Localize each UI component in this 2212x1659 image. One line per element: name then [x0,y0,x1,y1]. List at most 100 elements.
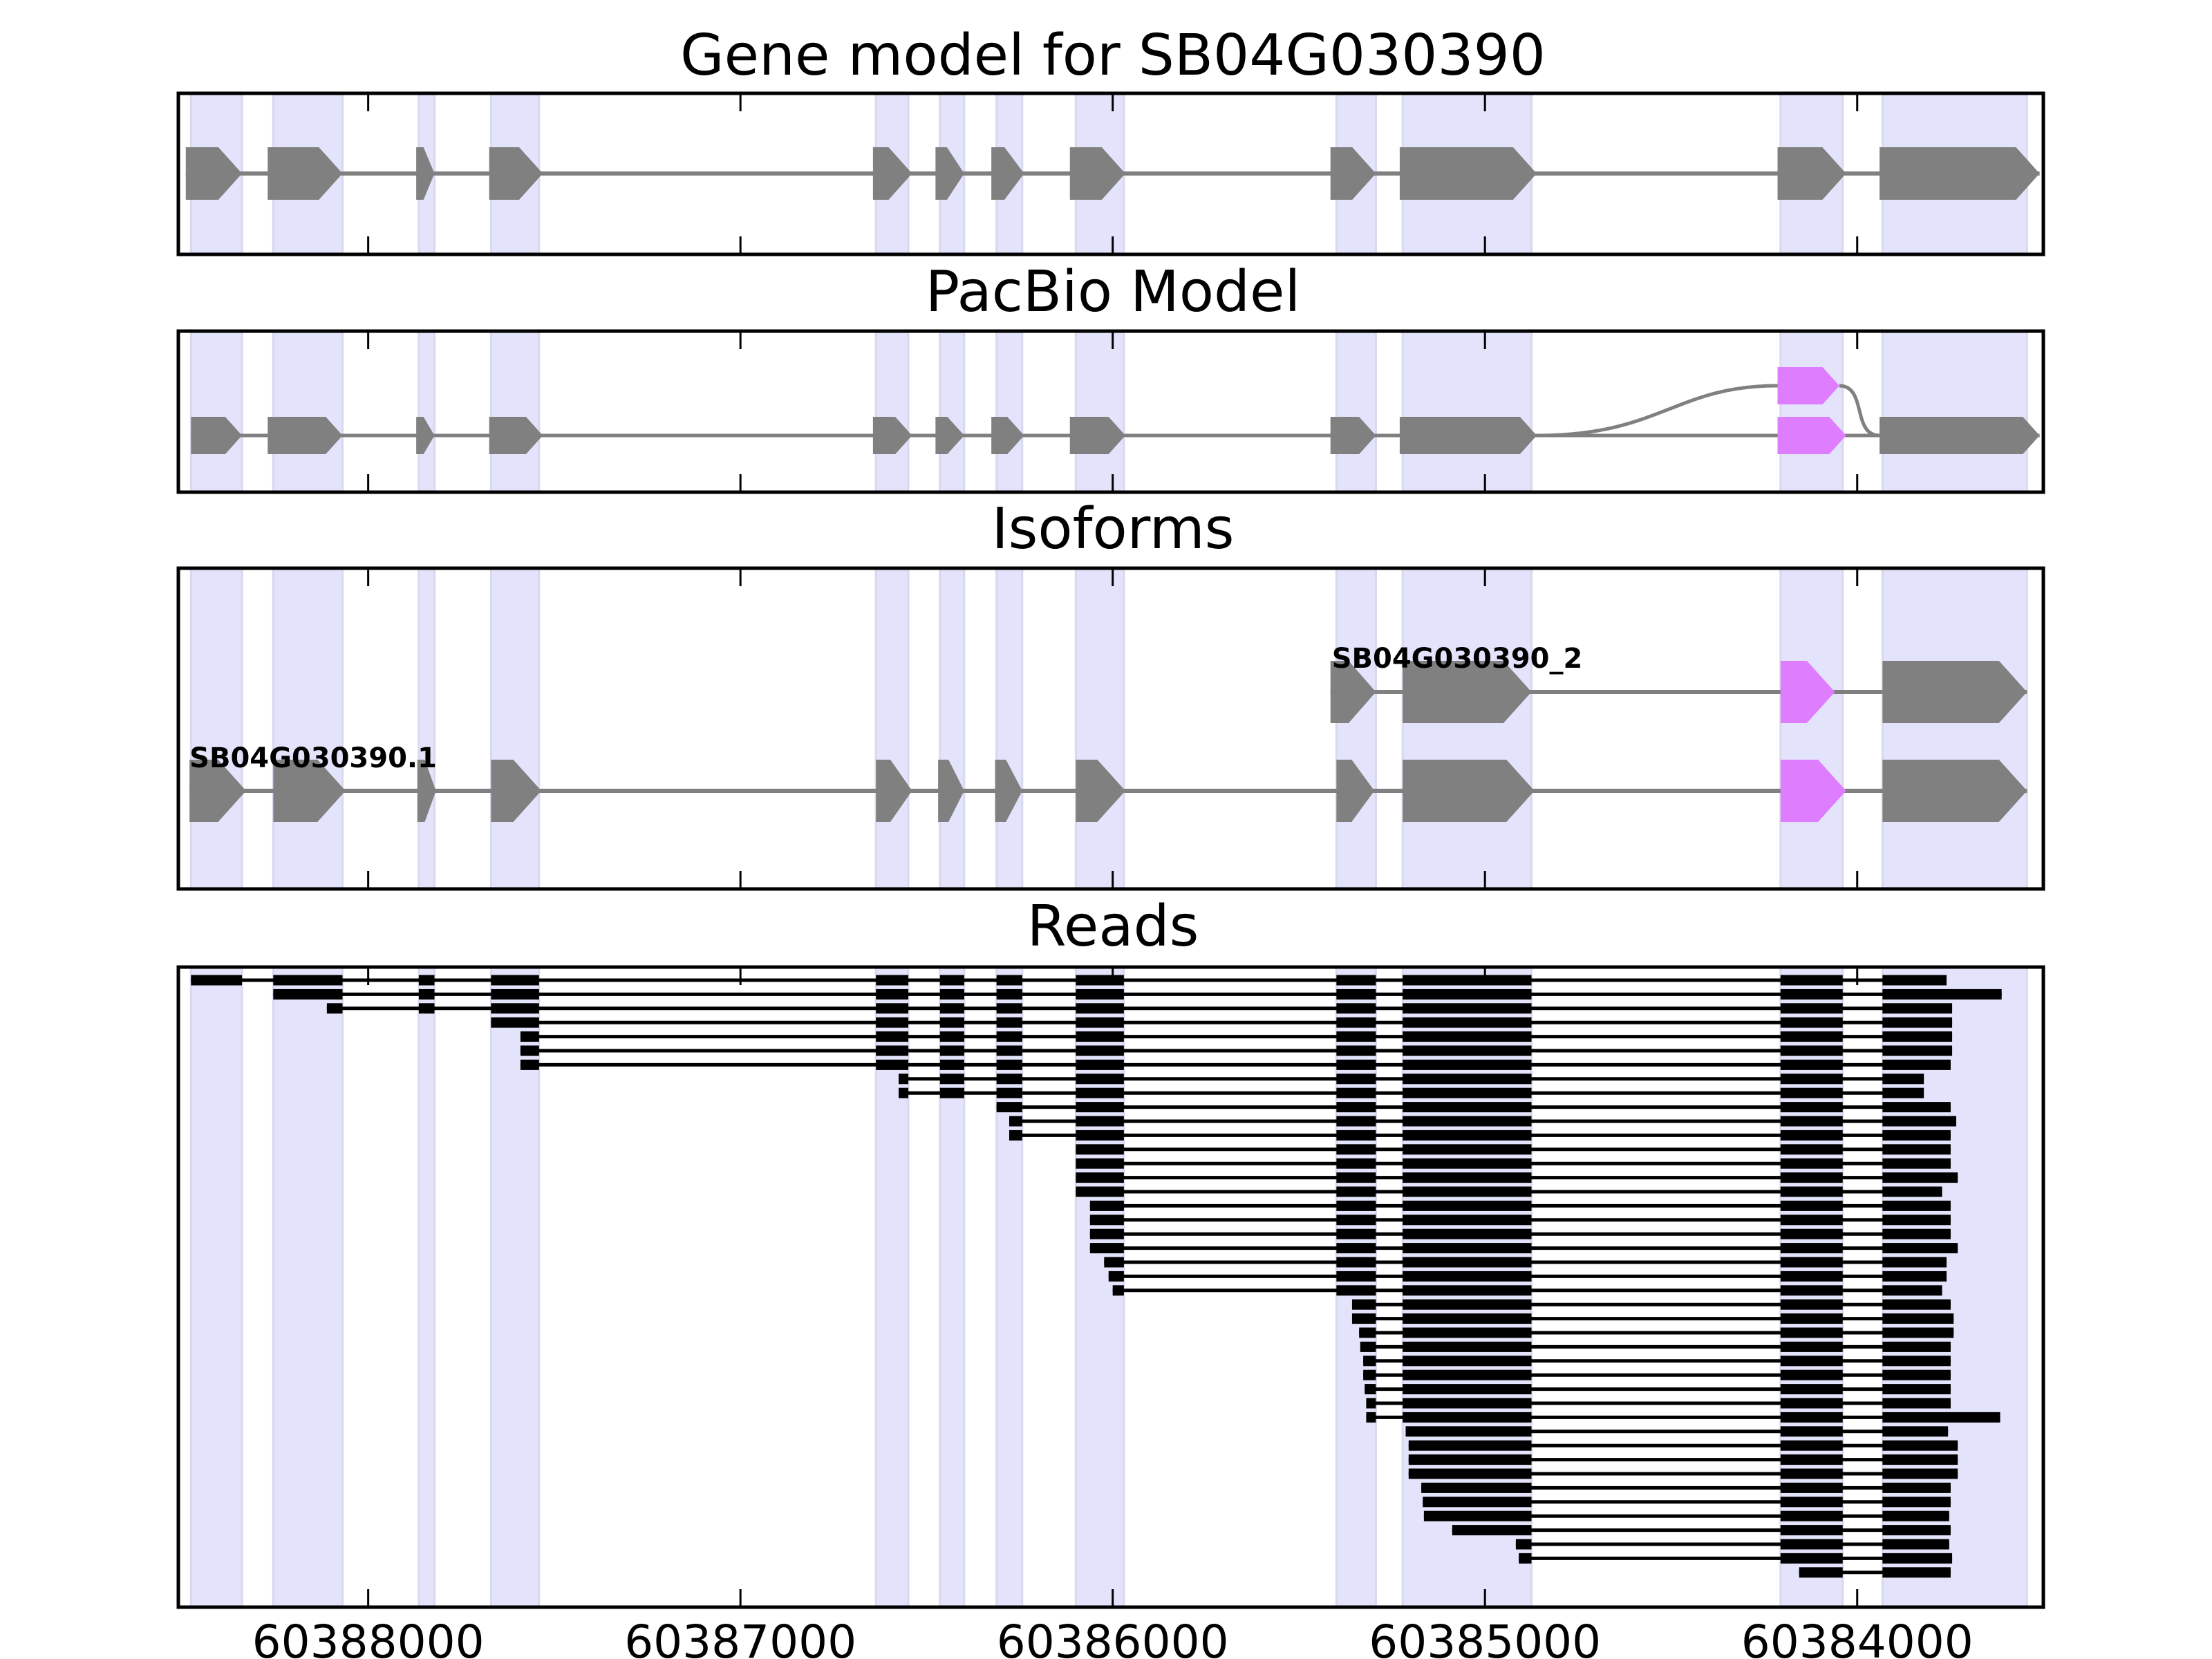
read [1366,1412,2000,1423]
read-block [876,988,909,1000]
read-block [1882,1017,1953,1028]
read-block [1408,1454,1532,1465]
read-block [1076,1158,1124,1169]
x-tick-label: 60388000 [252,1615,485,1659]
read-block [491,975,539,986]
read-block [876,1003,909,1014]
read-block [1336,1130,1376,1141]
read [273,988,2002,1000]
panel-isoforms: Isoforms SB04G030390_2 SB04G030390.1 [176,496,2045,891]
read-block [1882,1313,1954,1324]
read-block [996,1102,1022,1113]
exon-region-shade [1335,330,1377,494]
read-block [1780,1553,1843,1564]
read-block [1403,975,1532,986]
read-block [1882,1412,2000,1423]
read-block [1403,1186,1532,1197]
read [1421,1482,1951,1493]
read-block [1780,1017,1843,1028]
read [1089,1228,1951,1239]
read-block [1403,1384,1532,1395]
read [1423,1510,1949,1521]
read-block [1076,1116,1124,1127]
panel-title-pacbio-model: PacBio Model [926,259,1301,325]
read-block [418,975,435,986]
read-block [1076,1031,1124,1042]
read-block [1882,1243,1958,1254]
read-block [1780,1299,1843,1310]
read-block [1780,1102,1843,1113]
exon [935,147,964,200]
read-block [1780,1341,1843,1352]
read-block [520,1031,539,1042]
read-block [1363,1369,1376,1380]
read-block [1076,1017,1124,1028]
read-block [326,1003,343,1014]
read-block [1403,988,1532,1000]
read [899,1087,1924,1098]
read-block [1403,1158,1532,1169]
read-block [1336,1200,1376,1211]
read [1076,1172,1958,1183]
exon-region-shade [272,330,344,494]
read-block [1515,1539,1532,1550]
panel-gene-model: Gene model for SB04G030390 [176,23,2045,256]
exon-region-shade [1881,567,2028,890]
exon [876,760,912,822]
read-block [1112,1285,1124,1296]
read-block [1336,1144,1376,1155]
read-block [1104,1257,1124,1268]
read-block [1882,1144,1951,1155]
read [520,1059,1951,1070]
read-block [1336,1158,1376,1169]
read [326,1003,1953,1014]
read-block [939,1003,964,1014]
read-block [1882,1045,1953,1056]
read [1452,1525,1951,1536]
read-block [1780,1228,1843,1239]
read-block [1780,1271,1843,1282]
read-block [1421,1482,1532,1493]
read [1112,1285,1942,1296]
read [1408,1440,1958,1451]
read-block [1882,1398,1951,1409]
read-block [939,1031,964,1042]
read-block [1780,1158,1843,1169]
exon [938,760,964,822]
read-block [1780,1327,1843,1338]
axes-frame [189,567,2028,890]
read [1519,1553,1953,1564]
exon-region-shade [1779,330,1844,494]
exon-region-shade [995,330,1024,494]
read-block [1076,988,1124,1000]
exon-region-shade [1335,567,1377,890]
read-block [1882,1299,1951,1310]
read-block [939,1074,964,1085]
read-block [1403,1031,1532,1042]
x-axis-tick-labels: 60388000 60387000 60386000 60385000 6038… [252,1615,1974,1659]
exon-region-shade [874,567,910,890]
read-block [1882,1074,1924,1085]
read-block [1882,1539,1949,1550]
read-block [1336,1257,1376,1268]
read-block [996,1003,1022,1014]
read-block [1403,1341,1532,1352]
read-block [1882,1003,1953,1014]
axes-border [176,566,2045,891]
read-block [1403,1116,1532,1127]
exon [1399,417,1537,454]
read-block [1882,1059,1951,1070]
read-block [1089,1243,1124,1254]
exon-region-shade [418,330,436,494]
read-block [939,988,964,1000]
exon [1336,760,1375,822]
read-block [1403,1412,1532,1423]
read-block [1365,1384,1376,1395]
exon [1330,661,1376,723]
read-block [1336,1087,1376,1098]
read-block [520,1045,539,1056]
read-block [1403,1228,1532,1239]
panel-reads: Reads [176,894,2045,1609]
read-block [1403,1313,1532,1324]
read-block [876,1017,909,1028]
